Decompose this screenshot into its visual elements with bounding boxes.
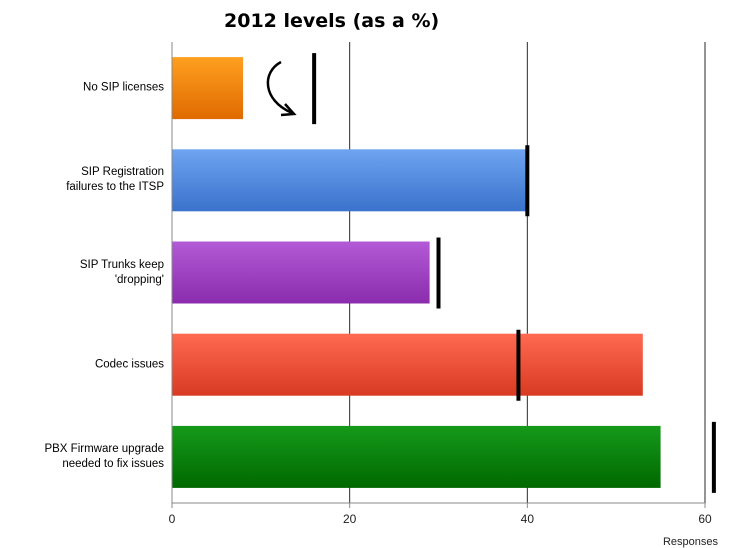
axes [171,42,705,504]
annotation-arrowhead [280,103,297,117]
bar [172,149,528,212]
category-label-line: SIP Registration [81,166,164,179]
category-label: PBX Firmware upgrade needed to fix issues [44,442,164,472]
category-label: Codec issues [95,357,164,372]
category-label-line: needed to fix issues [62,457,164,470]
markers [312,53,716,493]
category-label-line: Codec issues [94,358,164,371]
x-tick-label: 60 [698,512,712,526]
category-labels: No SIP licenses SIP Registration failures … [0,0,164,548]
x-tick-label: 20 [343,512,357,526]
bars [172,57,661,488]
category-label-line: 'dropping' [114,273,164,286]
category-label: No SIP licenses [83,81,164,96]
x-tick-label: 40 [521,512,535,526]
annotation-arrow [266,60,293,115]
bar [172,57,244,120]
category-label-line: SIP Trunks keep [79,258,164,271]
annotation-title: 2012 levels (as a %) [224,10,440,32]
bar [172,241,430,304]
x-tick-label: 0 [169,512,176,526]
x-ticks: 0 20 40 60 [169,503,712,526]
category-label-line: failures to the ITSP [66,181,164,194]
bar [172,425,661,488]
category-label-line: PBX Firmware upgrade [44,442,164,455]
category-label: SIP Registration failures to the ITSP [66,165,164,195]
bar [172,333,643,396]
category-label: SIP Trunks keep 'dropping' [80,258,164,288]
category-label-line: No SIP licenses [83,81,164,94]
x-axis-title: Responses [663,536,719,548]
